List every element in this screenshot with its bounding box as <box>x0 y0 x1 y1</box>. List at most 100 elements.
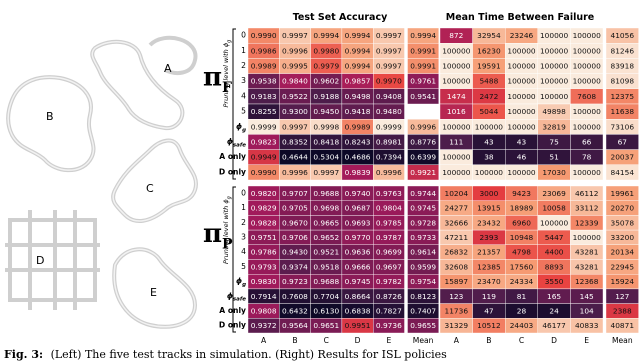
cell-value: 0.9688 <box>313 277 339 286</box>
row-label-main: A only <box>219 152 246 161</box>
row-label-main: 5 <box>241 262 246 271</box>
cell-value: 0.9999 <box>251 122 277 131</box>
cell-value: 0.9980 <box>313 46 339 55</box>
cell-value: 0.9999 <box>376 122 402 131</box>
row-label-main: A only <box>219 306 246 315</box>
cell-value: 0.9707 <box>282 189 308 198</box>
caption-label: Fig. 3: <box>4 348 43 361</box>
row-label: D only <box>219 321 246 330</box>
cell-value: 0.4644 <box>282 153 308 162</box>
cell-value: 10512 <box>477 321 501 330</box>
row-label: ϕg <box>236 122 246 133</box>
row-label: 3 <box>241 76 246 85</box>
row-group-label-main: Pruning level with ϕ <box>222 42 230 107</box>
row-label: 4 <box>241 91 246 100</box>
cell-value: 0.9991 <box>410 62 436 71</box>
cell-value: 0.6130 <box>313 306 339 315</box>
cell-value: 0.9538 <box>251 77 277 86</box>
heatmap-cell <box>605 164 639 181</box>
cell-value: 100000 <box>573 233 602 242</box>
track-label: A <box>164 62 172 75</box>
cell-value: 100000 <box>573 31 602 40</box>
cell-value: 0.9997 <box>376 62 402 71</box>
cell-value: 23470 <box>477 277 501 286</box>
cell-value: 12368 <box>575 277 599 286</box>
cell-value: 0.9997 <box>376 46 402 55</box>
cell-value: 0.9541 <box>410 92 436 101</box>
row-label: A only <box>219 306 246 315</box>
cell-value: 4400 <box>545 248 564 257</box>
heatmap-cell <box>373 318 405 334</box>
cell-value: 40833 <box>575 321 599 330</box>
cell-value: 0.6838 <box>345 306 371 315</box>
cell-value: 0.8981 <box>376 138 402 147</box>
row-label: 2 <box>241 218 246 227</box>
cell-value: 100000 <box>442 77 471 86</box>
cell-value: 165 <box>547 292 561 301</box>
cell-value: 100000 <box>442 46 471 55</box>
cell-value: 0.9828 <box>251 218 277 227</box>
caption-text: (Left) The five test tracks in simulatio… <box>51 348 448 361</box>
cell-value: 0.9996 <box>410 122 436 131</box>
cell-value: 22945 <box>611 262 635 271</box>
row-label-main: 5 <box>241 107 246 116</box>
cell-value: 0.9699 <box>376 248 402 257</box>
row-label: 5 <box>241 262 246 271</box>
row-label-main: 1 <box>241 203 246 212</box>
column-label: C <box>519 336 524 345</box>
cell-value: 0.9736 <box>376 321 402 330</box>
cell-value: 0.9994 <box>345 46 371 55</box>
cell-value: 1474 <box>447 92 466 101</box>
cell-value: 73106 <box>611 122 635 131</box>
heatmap-cell <box>373 164 405 181</box>
cell-value: 10058 <box>542 204 566 213</box>
policy-label-sub: P <box>222 236 233 252</box>
brace <box>232 186 236 333</box>
cell-value: 0.9970 <box>376 77 402 86</box>
tracks: A B C D E <box>5 35 198 329</box>
row-label-main: D only <box>219 321 246 330</box>
cell-value: 23246 <box>510 31 534 40</box>
cell-value: 0.9599 <box>410 262 436 271</box>
cell-value: 100000 <box>573 62 602 71</box>
cell-value: 0.9840 <box>282 77 308 86</box>
cell-value: 0.9655 <box>410 321 436 330</box>
heatmap-cell <box>570 318 604 334</box>
row-label: A only <box>219 152 246 161</box>
row-label-main: ϕ <box>236 277 242 286</box>
cell-value: 12339 <box>575 218 599 227</box>
cell-value: 145 <box>580 292 594 301</box>
row-label: 5 <box>241 107 246 116</box>
cell-value: 46177 <box>542 321 566 330</box>
cell-value: 23432 <box>477 218 501 227</box>
row-label: ϕsafe <box>227 137 246 148</box>
cell-value: 33112 <box>575 204 599 213</box>
cell-value: 100000 <box>442 122 471 131</box>
cell-value: 0.9698 <box>313 204 339 213</box>
row-group-label-sub: g <box>226 196 232 199</box>
cell-value: 0.9804 <box>376 204 402 213</box>
row-group-label-sub: g <box>226 40 232 43</box>
column-label: Mean <box>612 336 633 345</box>
cell-value: 32819 <box>542 122 566 131</box>
row-label-sub: g <box>242 127 246 133</box>
cell-value: 0.9706 <box>282 233 308 242</box>
cell-value: 24277 <box>445 204 469 213</box>
row-label: ϕg <box>236 277 246 288</box>
cell-value: 0.9997 <box>282 122 308 131</box>
cell-value: 0.9989 <box>345 122 371 131</box>
cell-value: 0.9787 <box>376 233 402 242</box>
cell-value: 100000 <box>507 92 536 101</box>
cell-value: 0.7394 <box>376 153 402 162</box>
cell-value: 20037 <box>611 153 635 162</box>
cell-value: 100000 <box>573 122 602 131</box>
column-label: C <box>324 336 329 345</box>
cell-value: 43 <box>517 138 527 147</box>
row-label-main: 2 <box>241 218 246 227</box>
cell-value: 0.9522 <box>282 92 308 101</box>
cell-value: 0.9183 <box>251 92 277 101</box>
row-label: 1 <box>241 203 246 212</box>
cell-value: 18989 <box>510 204 534 213</box>
cell-value: 100000 <box>573 107 602 116</box>
